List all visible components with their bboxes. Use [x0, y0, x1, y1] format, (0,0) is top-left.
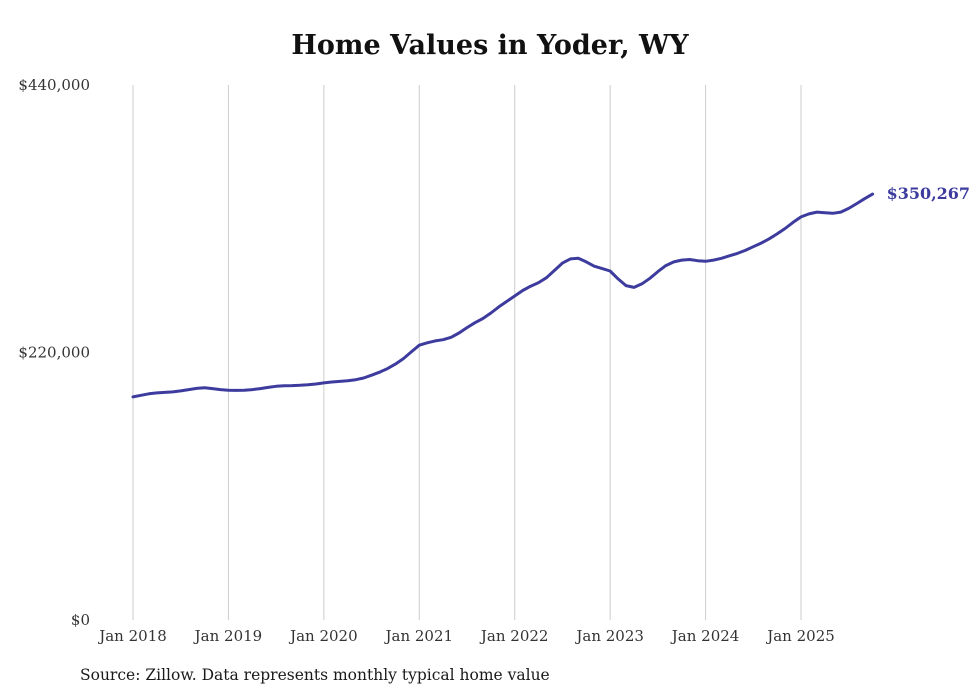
y-axis-tick-label: $440,000 — [18, 76, 90, 94]
x-axis-tick-label: Jan 2022 — [479, 627, 549, 645]
x-axis-tick-label: Jan 2018 — [97, 627, 167, 645]
home-value-line — [131, 192, 875, 399]
y-axis-tick-label: $0 — [71, 611, 90, 629]
y-axis-tick-label: $220,000 — [18, 344, 90, 362]
x-axis-tick-label: Jan 2024 — [670, 627, 740, 645]
source-note: Source: Zillow. Data represents monthly … — [80, 666, 550, 684]
x-axis-tick-label: Jan 2023 — [574, 627, 644, 645]
x-axis-tick-label: Jan 2021 — [384, 627, 454, 645]
x-axis-tick-label: Jan 2019 — [193, 627, 263, 645]
x-axis-tick-label: Jan 2025 — [765, 627, 835, 645]
latest-value-label: $350,267 — [887, 184, 971, 203]
chart-title: Home Values in Yoder, WY — [291, 30, 689, 61]
x-axis-tick-label: Jan 2020 — [288, 627, 358, 645]
